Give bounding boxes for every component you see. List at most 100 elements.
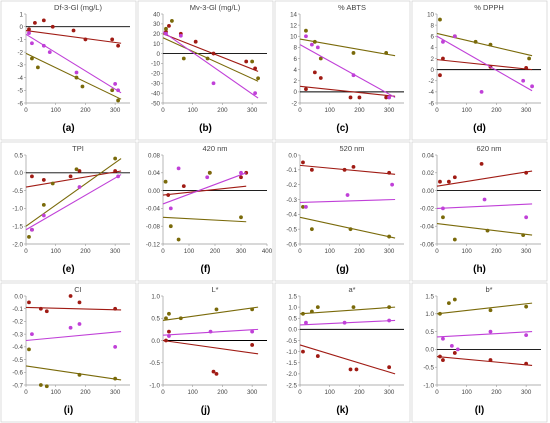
x-tick-label: 300	[247, 107, 258, 114]
data-point	[342, 167, 347, 172]
y-tick-label: 2	[294, 78, 298, 85]
data-point	[318, 56, 323, 61]
data-point	[116, 174, 121, 179]
trend-line	[162, 33, 259, 72]
x-tick-label: 100	[188, 107, 199, 114]
trend-line	[162, 185, 247, 196]
y-tick-label: 20	[153, 31, 160, 38]
data-point	[357, 95, 362, 100]
y-tick-label: -1.5	[12, 224, 23, 231]
y-tick-label: 0.04	[148, 170, 161, 177]
y-tick-label: 0	[431, 67, 435, 74]
data-point	[488, 329, 493, 334]
y-tick-label: -0.06	[420, 241, 435, 248]
x-tick-label: 300	[247, 389, 258, 396]
data-point	[208, 329, 213, 334]
y-tick-label: 10	[427, 11, 434, 18]
data-point	[446, 179, 451, 184]
data-point	[38, 306, 43, 311]
x-tick-label: 100	[325, 389, 336, 396]
trend-line	[25, 33, 122, 94]
data-point	[250, 307, 255, 312]
chart-panel-e: TPI -2.0 -1.5 -1.0 -0.5 0.0 0.5 0 100 200 300 (e)	[0, 141, 137, 282]
trend-line	[25, 174, 122, 231]
y-tick-label: -0.5	[149, 360, 160, 367]
data-point	[438, 73, 442, 78]
y-tick-label: -1.0	[12, 206, 23, 213]
data-point	[244, 170, 249, 175]
panel-label: (h)	[473, 264, 486, 275]
chart-panel-a: Df-3-Gl (mg/L) -6 -5 -4 -3 -2 -1 0 1 0 100 200 300 (a…	[0, 0, 137, 141]
chart-title: CI	[74, 285, 82, 294]
data-point	[50, 181, 55, 186]
data-point	[30, 174, 34, 179]
data-point	[27, 31, 31, 35]
x-tick-label: 200	[80, 248, 91, 255]
data-point	[110, 37, 115, 42]
panel-frame	[274, 282, 411, 423]
panel-frame	[137, 282, 274, 423]
x-tick-label: 200	[491, 389, 502, 396]
data-point	[181, 56, 186, 61]
data-point	[176, 166, 181, 171]
data-point	[214, 371, 219, 376]
y-tick-label: -6	[17, 100, 23, 107]
data-point	[113, 169, 118, 173]
y-tick-label: -0.2	[12, 319, 23, 326]
data-point	[80, 84, 85, 89]
data-point	[35, 65, 40, 70]
data-point	[521, 78, 526, 83]
data-point	[438, 17, 442, 22]
data-point	[211, 81, 216, 86]
trend-line	[436, 35, 533, 92]
data-point	[348, 95, 353, 100]
data-point	[164, 31, 168, 36]
x-tick-label: 300	[236, 248, 247, 255]
x-tick-label: 300	[110, 389, 121, 396]
data-point	[38, 383, 43, 387]
y-tick-label: -0.5	[12, 357, 23, 364]
data-point	[438, 311, 442, 316]
y-tick-label: 12	[290, 22, 297, 29]
data-point	[214, 307, 219, 312]
panel-label: (k)	[336, 405, 348, 416]
x-tick-label: 400	[262, 248, 273, 255]
data-point	[524, 66, 529, 70]
data-point	[77, 372, 82, 377]
x-tick-label: 200	[80, 389, 91, 396]
trend-line	[299, 344, 396, 375]
y-tick-label: -2	[291, 100, 297, 107]
y-tick-label: 0.08	[148, 152, 161, 159]
data-point	[387, 234, 392, 239]
data-point	[164, 26, 168, 31]
data-point	[301, 205, 305, 209]
panel-frame	[274, 0, 411, 141]
data-point	[312, 39, 317, 44]
x-tick-label: 100	[184, 248, 195, 255]
data-point	[44, 309, 49, 314]
x-tick-label: 300	[384, 389, 395, 396]
trend-line	[436, 203, 533, 209]
y-tick-label: -20	[151, 71, 161, 78]
y-tick-label: 14	[290, 11, 297, 18]
data-point	[253, 66, 258, 71]
data-point	[441, 358, 445, 362]
x-tick-label: 200	[217, 389, 228, 396]
x-tick-label: 0	[161, 107, 165, 114]
chart-panel-f: 420 nm -0.12 -0.08 -0.04 0.00 0.04 0.08 0 100 200…	[137, 141, 274, 282]
y-tick-label: 0.0	[425, 347, 434, 354]
data-point	[530, 84, 534, 89]
data-point	[441, 56, 445, 61]
y-tick-label: -0.5	[12, 188, 23, 195]
data-point	[488, 308, 493, 313]
y-tick-label: 30	[153, 21, 160, 28]
trend-line	[436, 222, 533, 236]
data-point	[163, 179, 168, 184]
data-point	[354, 367, 359, 372]
x-tick-label: 200	[354, 248, 365, 255]
data-point	[41, 43, 46, 48]
y-tick-label: -0.2	[286, 182, 297, 189]
data-point	[170, 19, 174, 23]
panel-frame	[0, 141, 137, 282]
